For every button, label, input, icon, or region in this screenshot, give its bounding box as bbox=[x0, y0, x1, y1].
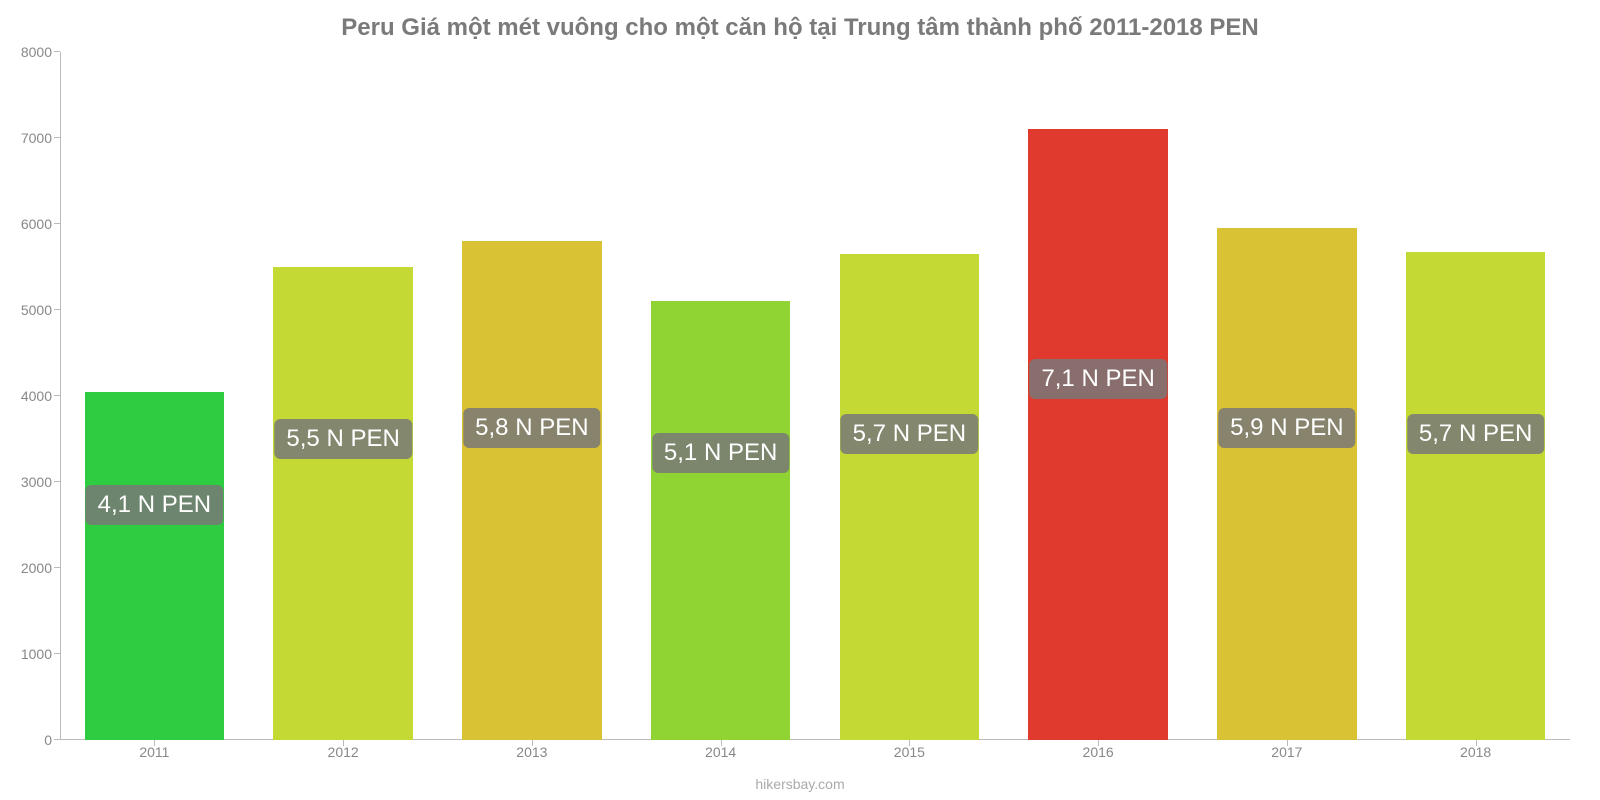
y-tick-label: 3000 bbox=[8, 474, 52, 490]
bar-value-label: 7,1 N PEN bbox=[1029, 359, 1166, 399]
y-tick-label: 1000 bbox=[8, 646, 52, 662]
y-tick-label: 2000 bbox=[8, 560, 52, 576]
x-tick-mark bbox=[721, 740, 722, 746]
x-tick-label: 2013 bbox=[516, 744, 547, 760]
bar-slot: 5,7 N PEN bbox=[840, 52, 980, 740]
y-tick-label: 5000 bbox=[8, 302, 52, 318]
chart-area: 010002000300040005000600070008000 4,1 N … bbox=[60, 52, 1570, 740]
x-axis-labels: 2011 2012 2013 2014 2015 2016 2017 2018 bbox=[60, 744, 1570, 768]
bar-value-label: 5,7 N PEN bbox=[1407, 414, 1544, 454]
bar-slot: 5,1 N PEN bbox=[651, 52, 791, 740]
bar bbox=[462, 241, 602, 740]
bar-value-label: 5,9 N PEN bbox=[1218, 408, 1355, 448]
y-tick-label: 7000 bbox=[8, 130, 52, 146]
bar-slot: 5,7 N PEN bbox=[1406, 52, 1546, 740]
bar-slot: 5,9 N PEN bbox=[1217, 52, 1357, 740]
y-tick-label: 6000 bbox=[8, 216, 52, 232]
bar-slot: 7,1 N PEN bbox=[1028, 52, 1168, 740]
bar bbox=[1217, 228, 1357, 740]
bar bbox=[840, 254, 980, 740]
x-tick-label: 2017 bbox=[1271, 744, 1302, 760]
y-tick-label: 8000 bbox=[8, 44, 52, 60]
plot-area: 4,1 N PEN 5,5 N PEN 5,8 N PEN 5,1 N PEN 5,7 … bbox=[60, 52, 1570, 740]
bar-value-label: 5,7 N PEN bbox=[841, 414, 978, 454]
y-tick-label: 4000 bbox=[8, 388, 52, 404]
x-tick-mark bbox=[1098, 740, 1099, 746]
bar-slot: 5,5 N PEN bbox=[273, 52, 413, 740]
bar-value-label: 5,1 N PEN bbox=[652, 433, 789, 473]
y-tick-label: 0 bbox=[8, 732, 52, 748]
x-tick-label: 2011 bbox=[139, 744, 169, 760]
bar bbox=[651, 301, 791, 740]
x-tick-label: 2018 bbox=[1460, 744, 1491, 760]
x-tick-mark bbox=[1287, 740, 1288, 746]
bar bbox=[85, 392, 225, 740]
bar-value-label: 5,8 N PEN bbox=[463, 408, 600, 448]
bar bbox=[1028, 129, 1168, 740]
bar-slot: 4,1 N PEN bbox=[85, 52, 225, 740]
x-tick-mark bbox=[1476, 740, 1477, 746]
x-tick-label: 2015 bbox=[894, 744, 925, 760]
bar-slot: 5,8 N PEN bbox=[462, 52, 602, 740]
x-tick-mark bbox=[154, 740, 155, 746]
x-tick-mark bbox=[532, 740, 533, 746]
x-tick-label: 2012 bbox=[328, 744, 359, 760]
bar-value-label: 4,1 N PEN bbox=[86, 485, 223, 525]
bar bbox=[1406, 252, 1546, 740]
x-tick-mark bbox=[909, 740, 910, 746]
chart-title: Peru Giá một mét vuông cho một căn hộ tạ… bbox=[0, 0, 1600, 50]
bar bbox=[273, 267, 413, 740]
x-tick-label: 2016 bbox=[1083, 744, 1114, 760]
y-axis: 010002000300040005000600070008000 bbox=[8, 52, 60, 740]
x-tick-label: 2014 bbox=[705, 744, 736, 760]
chart-source: hikersbay.com bbox=[0, 776, 1600, 792]
x-tick-mark bbox=[343, 740, 344, 746]
bar-value-label: 5,5 N PEN bbox=[274, 419, 411, 459]
